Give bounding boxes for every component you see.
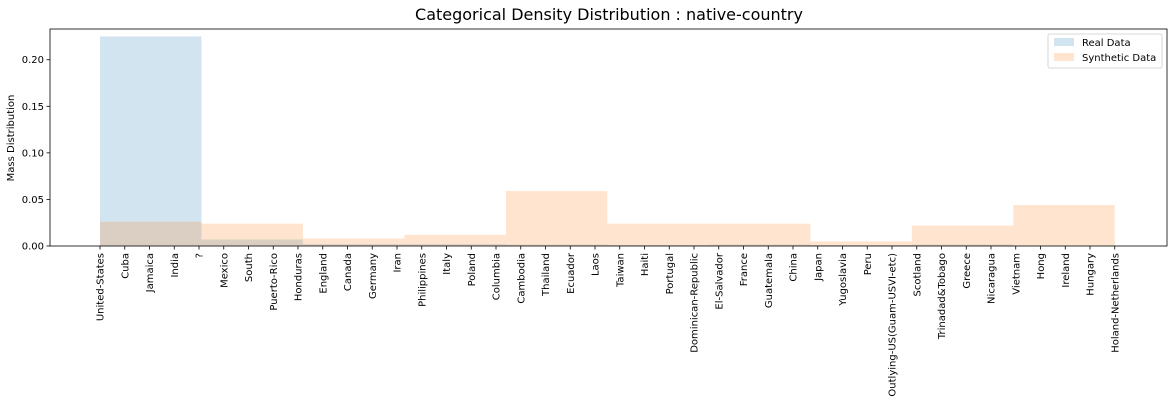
legend-label: Real Data [1082,38,1131,49]
x-tick-label: ? [195,253,206,258]
x-tick-label: Haiti [640,253,651,276]
plot-frame [49,28,1168,247]
synthetic-bar [505,191,608,246]
synthetic-bar [1013,205,1115,246]
x-tick-label: India [170,253,181,278]
x-axis: United-States Cuba Jamaica India? Mexico Sout… [96,246,1121,397]
y-tick-label: 0.05 [22,195,44,206]
real-bar [607,245,709,246]
synthetic-bar [607,223,709,246]
y-tick-label: 0.15 [22,102,44,113]
synthetic-bar [100,221,202,246]
legend: Real Data Synthetic Data [1047,33,1163,69]
legend-swatch [1054,53,1074,61]
x-tick-label: Hungary [1086,253,1097,296]
x-tick-label: Puerto-Rico [269,253,280,311]
synthetic-bar [302,238,405,246]
x-tick-label: Dominican-Republic [690,253,701,353]
synthetic-bar [201,223,303,246]
x-tick-label: China [789,253,800,282]
x-tick-label: Honduras [294,253,305,301]
synthetic-bar [404,234,506,246]
legend-box [1047,33,1163,69]
x-tick-label: Italy [442,253,453,275]
real-bar [404,244,506,246]
real-data-bars [100,36,1115,246]
x-tick-label: Taiwan [615,253,626,288]
synthetic-bar [810,241,912,246]
x-tick-label: Greece [962,253,973,289]
x-tick-label: Japan [813,253,824,282]
x-tick-label: Trinadad&Tobago [937,253,948,340]
x-tick-label: Portugal [665,253,676,294]
y-tick-label: 0.10 [22,148,44,159]
x-tick-label: France [739,253,750,286]
x-tick-label: Ireland [1061,253,1072,288]
x-tick-label: Laos [591,253,602,276]
x-tick-label: Holand-Netherlands [1110,253,1121,353]
real-bar [201,239,303,246]
x-tick-label: Columbia [492,253,503,300]
x-tick-label: Mexico [219,253,230,288]
real-bar [505,244,608,246]
y-axis-label: Mass Distribution [6,95,17,182]
x-tick-label: Outlying-US(Guam-USVI-etc) [888,253,899,397]
y-tick-label: 0.20 [22,55,44,66]
real-bar [302,244,405,246]
real-bar [810,245,912,246]
y-axis: 0.00 0.05 0.10 0.15 0.20 [22,55,50,253]
x-tick-label: Hong [1036,253,1047,279]
x-tick-label: England [318,253,329,294]
synthetic-data-bars [100,191,1115,246]
x-tick-label: Guatemala [764,253,775,308]
x-tick-label: Nicaragua [987,253,998,304]
synthetic-bar [708,223,811,246]
x-tick-label: South [244,253,255,282]
x-tick-label: Poland [467,253,478,286]
x-tick-label: Scotland [912,253,923,296]
x-tick-label: Jamaica [145,253,156,293]
x-tick-label: Germany [368,253,379,299]
x-tick-label: Philippines [417,253,428,307]
chart-title: Categorical Density Distribution : nativ… [415,5,803,24]
real-bar [911,244,1014,246]
legend-label: Synthetic Data [1082,53,1156,64]
x-tick-label: United-States [96,253,107,321]
real-bar [100,36,202,246]
x-tick-label: Iran [393,253,404,273]
synthetic-bar [911,225,1014,246]
x-tick-label: Cuba [120,253,131,279]
y-tick-label: 0.00 [22,242,44,253]
legend-swatch [1054,38,1074,46]
x-tick-label: Ecuador [566,252,577,294]
real-bar [708,244,811,246]
x-tick-label: Canada [343,253,354,291]
x-tick-label: Yugoslavia [838,253,849,307]
x-tick-label: El-Salvador [714,252,725,309]
x-tick-label: Peru [863,253,874,275]
x-tick-label: Cambodia [516,253,527,304]
x-tick-label: Vietnam [1011,253,1022,295]
x-tick-label: Thailand [541,253,552,297]
